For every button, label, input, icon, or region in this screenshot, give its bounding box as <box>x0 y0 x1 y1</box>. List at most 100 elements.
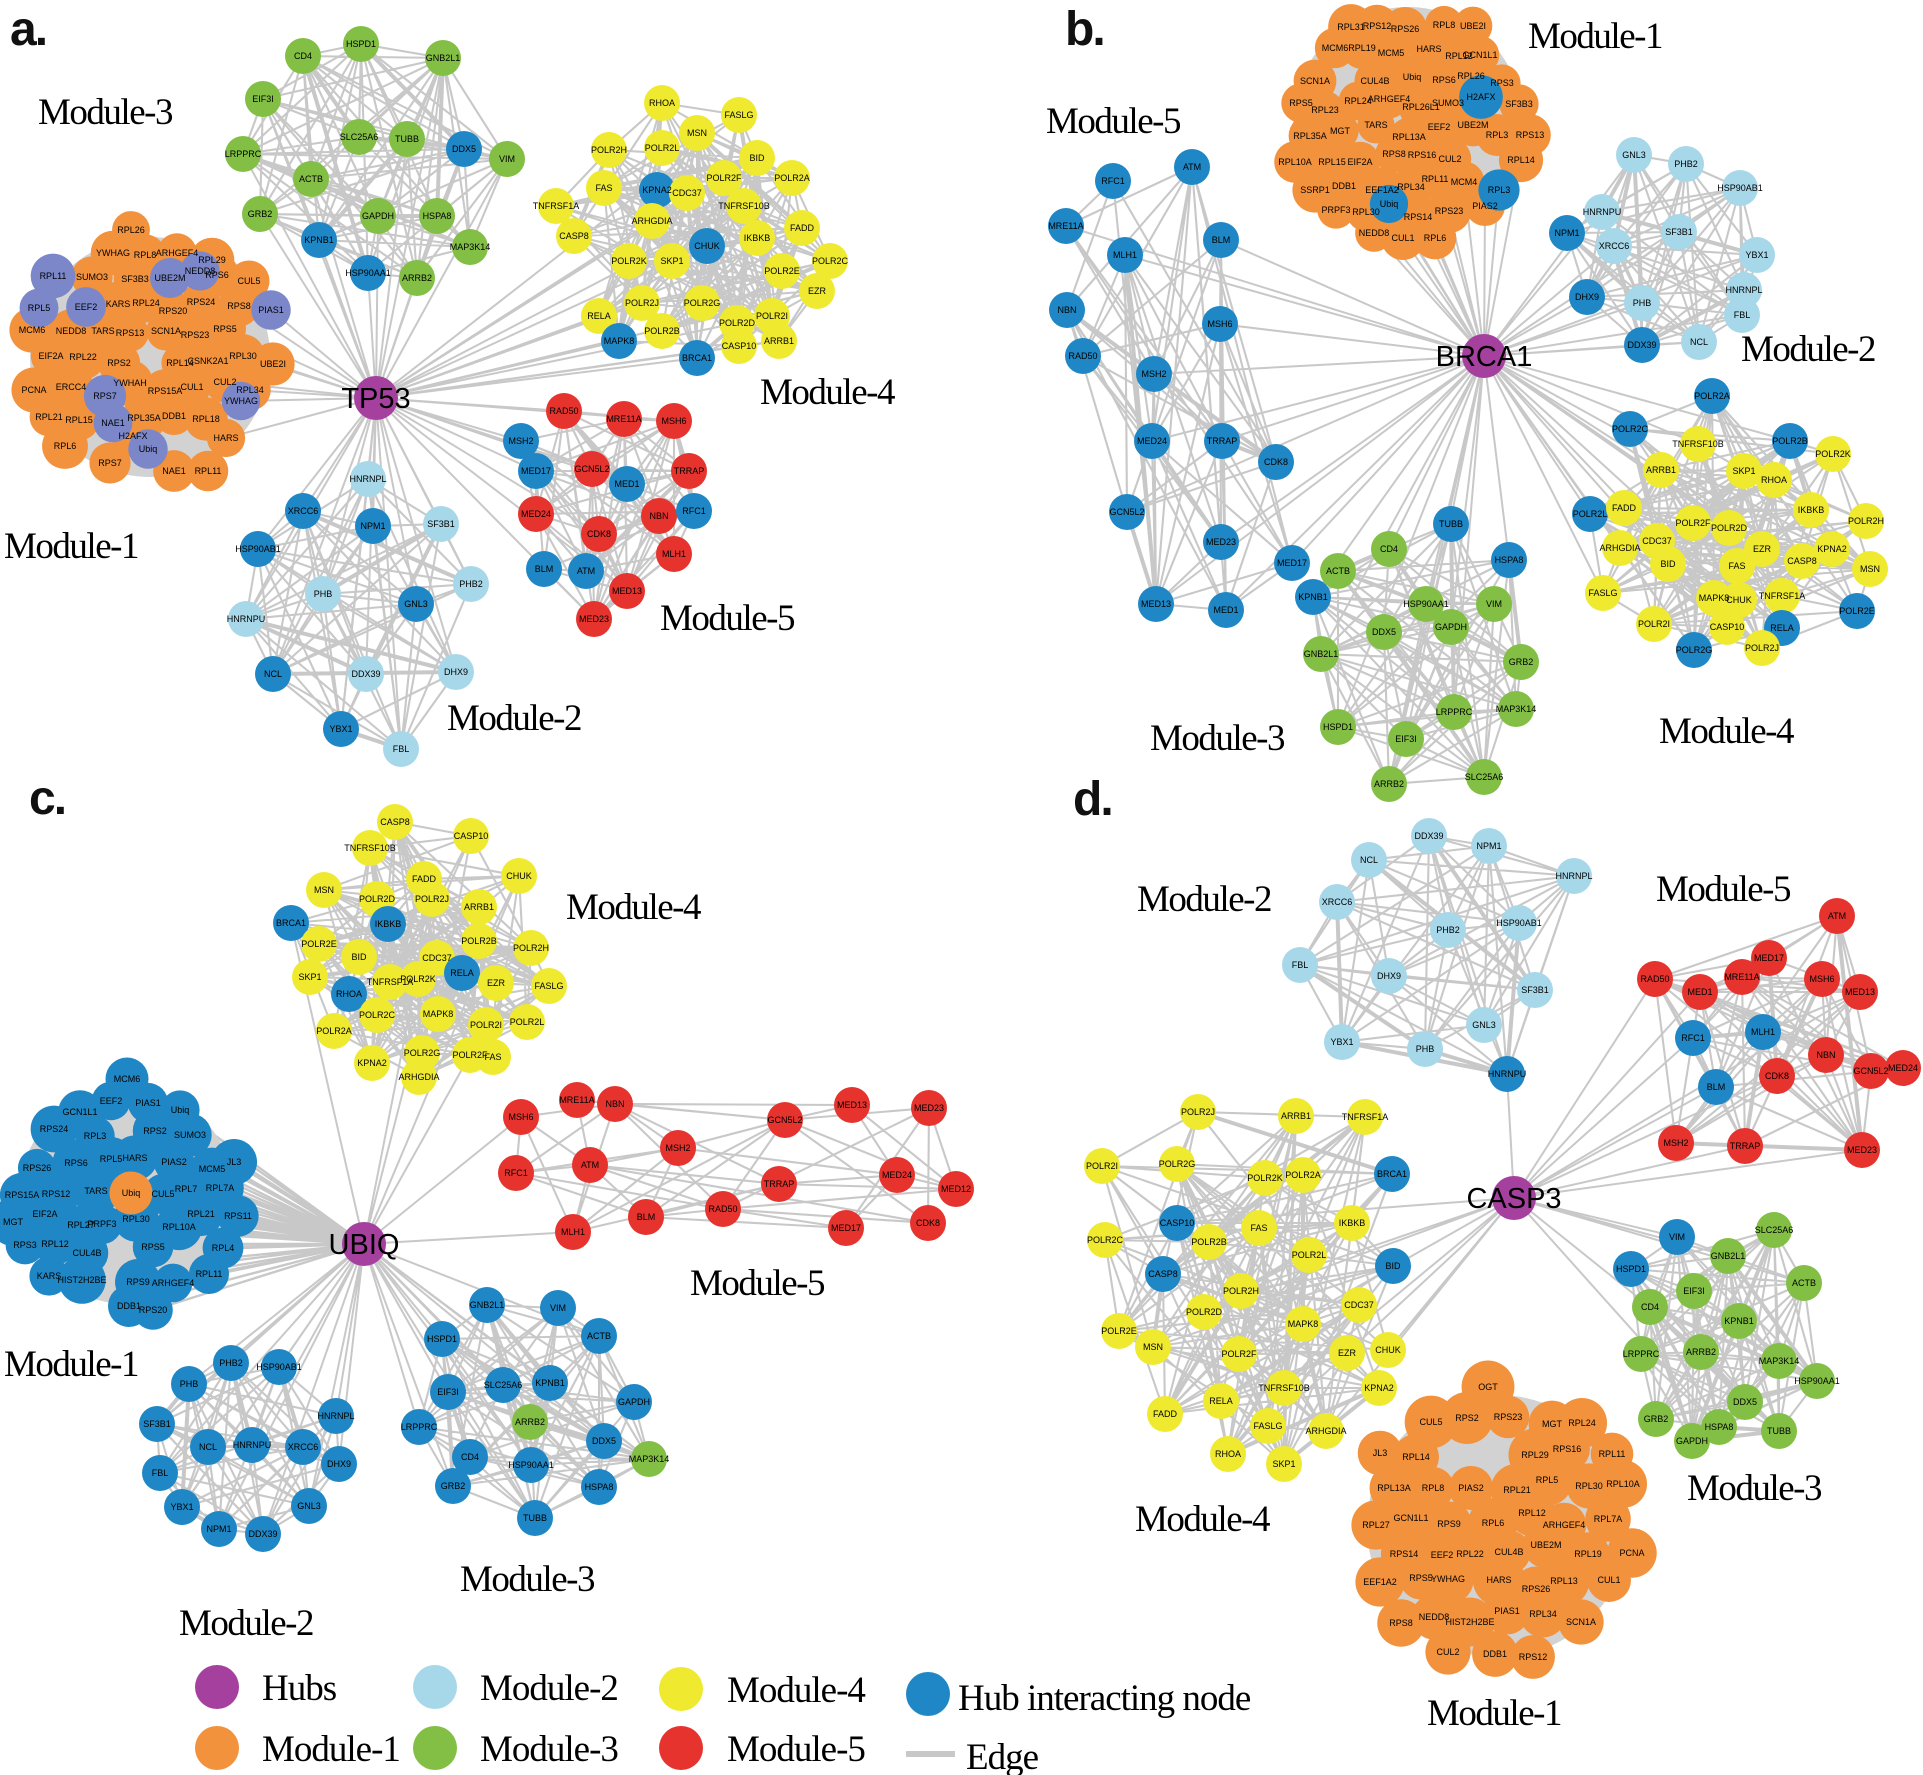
svg-text:CASP3: CASP3 <box>1466 1183 1561 1215</box>
svg-text:Module-4: Module-4 <box>1659 711 1794 752</box>
svg-text:POLR2H: POLR2H <box>513 943 549 953</box>
svg-text:NBN: NBN <box>605 1099 624 1109</box>
svg-text:FAS: FAS <box>1250 1223 1267 1233</box>
svg-text:OGT: OGT <box>1478 1382 1498 1392</box>
svg-text:Module-3: Module-3 <box>38 92 173 133</box>
svg-text:FBL: FBL <box>393 744 410 754</box>
svg-text:POLR2C: POLR2C <box>359 1010 396 1020</box>
svg-text:Module-1: Module-1 <box>262 1729 400 1770</box>
svg-text:POLR2B: POLR2B <box>461 936 497 946</box>
svg-text:GAPDH: GAPDH <box>1435 622 1467 632</box>
svg-text:EEF2: EEF2 <box>1428 122 1451 132</box>
svg-text:RAD50: RAD50 <box>1068 351 1097 361</box>
svg-text:HSP90AA1: HSP90AA1 <box>345 268 391 278</box>
svg-text:Ubiq: Ubiq <box>122 1188 141 1198</box>
svg-text:SLC25A6: SLC25A6 <box>1465 772 1504 782</box>
svg-text:IKBKB: IKBKB <box>1339 1218 1366 1228</box>
svg-text:KPNB1: KPNB1 <box>535 1378 565 1388</box>
svg-text:RPL26: RPL26 <box>1457 71 1485 81</box>
svg-text:ATM: ATM <box>581 1160 599 1170</box>
svg-text:RPS14: RPS14 <box>1404 212 1433 222</box>
svg-text:RPL13A: RPL13A <box>1392 132 1426 142</box>
svg-text:ARHGEF4: ARHGEF4 <box>156 248 199 258</box>
svg-text:POLR2B: POLR2B <box>644 326 680 336</box>
svg-text:RPL14: RPL14 <box>166 358 194 368</box>
svg-text:UBIQ: UBIQ <box>329 1229 400 1261</box>
svg-text:NBN: NBN <box>649 511 668 521</box>
svg-text:RAD50: RAD50 <box>708 1204 737 1214</box>
svg-text:UBE2M: UBE2M <box>1457 120 1488 130</box>
svg-text:CHUK: CHUK <box>694 241 720 251</box>
svg-text:H2AFX: H2AFX <box>1466 92 1495 102</box>
svg-text:CD4: CD4 <box>461 1452 479 1462</box>
svg-text:POLR2K: POLR2K <box>611 256 647 266</box>
svg-text:NCL: NCL <box>1360 855 1378 865</box>
svg-text:EIF2A: EIF2A <box>32 1209 57 1219</box>
svg-text:GNL3: GNL3 <box>404 599 428 609</box>
svg-text:Module-5: Module-5 <box>727 1729 865 1770</box>
svg-text:MED23: MED23 <box>1847 1145 1877 1155</box>
svg-text:TRRAP: TRRAP <box>1207 436 1238 446</box>
svg-text:RPS24: RPS24 <box>40 1124 69 1134</box>
svg-text:ARRB2: ARRB2 <box>1374 779 1404 789</box>
svg-text:MED13: MED13 <box>1141 599 1171 609</box>
svg-text:EEF2: EEF2 <box>75 302 98 312</box>
svg-text:NEDD8: NEDD8 <box>1359 228 1390 238</box>
svg-text:MCM5: MCM5 <box>1378 48 1405 58</box>
svg-text:GRB2: GRB2 <box>248 209 273 219</box>
svg-text:RPL24: RPL24 <box>132 298 160 308</box>
svg-text:RPS9: RPS9 <box>1437 1519 1461 1529</box>
svg-text:EIF3I: EIF3I <box>252 94 274 104</box>
svg-text:TNFRSF1A: TNFRSF1A <box>367 977 414 987</box>
svg-text:TNFRSF10B: TNFRSF10B <box>344 843 396 853</box>
svg-text:POLR2D: POLR2D <box>1186 1307 1223 1317</box>
svg-text:POLR2J: POLR2J <box>1745 643 1779 653</box>
svg-text:RPS8: RPS8 <box>1389 1618 1413 1628</box>
svg-text:LRPPRC: LRPPRC <box>1623 1349 1660 1359</box>
svg-text:POLR2I: POLR2I <box>756 311 788 321</box>
svg-text:FBL: FBL <box>1734 310 1751 320</box>
svg-text:RPS20: RPS20 <box>159 306 188 316</box>
svg-text:MCM5: MCM5 <box>199 1164 226 1174</box>
svg-text:RHOA: RHOA <box>1761 475 1787 485</box>
svg-text:POLR2G: POLR2G <box>1159 1159 1196 1169</box>
svg-text:CUL4B: CUL4B <box>1494 1547 1523 1557</box>
svg-text:MED24: MED24 <box>1888 1063 1918 1073</box>
svg-text:MSN: MSN <box>1860 564 1880 574</box>
svg-text:BRCA1: BRCA1 <box>1377 1169 1407 1179</box>
svg-text:DDB1: DDB1 <box>1332 181 1356 191</box>
svg-text:RHOA: RHOA <box>336 989 362 999</box>
svg-text:FASLG: FASLG <box>1253 1421 1282 1431</box>
svg-text:RPS16: RPS16 <box>1408 150 1437 160</box>
svg-text:POLR2I: POLR2I <box>470 1020 502 1030</box>
svg-text:RPS26: RPS26 <box>23 1163 52 1173</box>
svg-text:RPS23: RPS23 <box>1494 1412 1523 1422</box>
svg-text:POLR2I: POLR2I <box>1086 1161 1118 1171</box>
svg-text:RPL15: RPL15 <box>1318 157 1346 167</box>
svg-text:POLR2L: POLR2L <box>1292 1250 1327 1260</box>
svg-text:CUL1: CUL1 <box>1391 233 1414 243</box>
svg-text:ARHGDIA: ARHGDIA <box>631 216 672 226</box>
svg-text:PIAS2: PIAS2 <box>161 1157 187 1167</box>
svg-text:POLR2A: POLR2A <box>316 1026 352 1036</box>
svg-text:RPS15A: RPS15A <box>148 386 183 396</box>
svg-text:ARRB1: ARRB1 <box>764 336 794 346</box>
svg-text:GRB2: GRB2 <box>1644 1414 1669 1424</box>
svg-text:RPL35A: RPL35A <box>127 413 161 423</box>
svg-text:VIM: VIM <box>1669 1232 1685 1242</box>
svg-text:PIAS1: PIAS1 <box>1494 1606 1520 1616</box>
svg-text:RPL34: RPL34 <box>1529 1609 1557 1619</box>
svg-text:RPL30: RPL30 <box>1352 207 1380 217</box>
svg-text:IKBKB: IKBKB <box>375 919 402 929</box>
svg-text:FASLG: FASLG <box>724 110 753 120</box>
svg-text:CD4: CD4 <box>1380 544 1398 554</box>
svg-text:RPL21: RPL21 <box>1503 1485 1531 1495</box>
svg-text:ATM: ATM <box>1828 911 1846 921</box>
svg-text:MGT: MGT <box>1542 1419 1562 1429</box>
svg-text:POLR2H: POLR2H <box>1223 1286 1259 1296</box>
svg-text:MED17: MED17 <box>1277 558 1307 568</box>
svg-text:RPL27: RPL27 <box>67 1220 95 1230</box>
svg-text:CSNK2A1: CSNK2A1 <box>187 356 228 366</box>
svg-text:POLR2D: POLR2D <box>1711 523 1748 533</box>
svg-text:POLR2L: POLR2L <box>645 143 680 153</box>
